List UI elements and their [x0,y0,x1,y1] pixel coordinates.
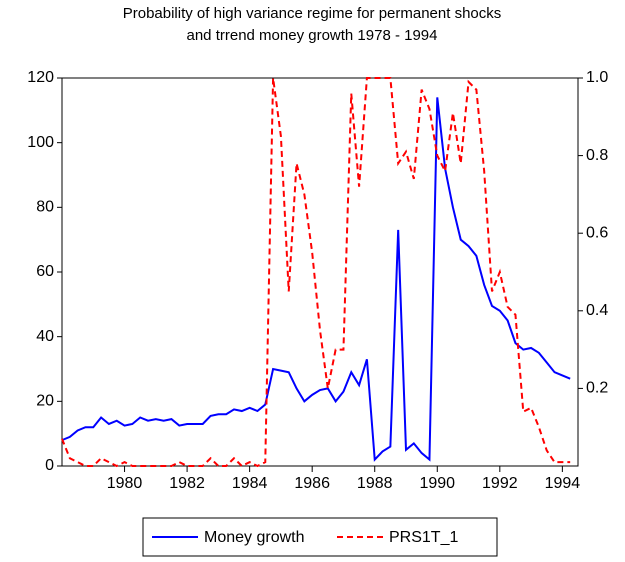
y2-tick-label: 0.8 [586,147,608,164]
x-tick-label: 1994 [545,475,581,492]
y-tick-label: 120 [27,69,54,86]
chart-title: Probability of high variance regime for … [123,5,502,22]
y2-tick-label: 0.2 [586,380,608,397]
series-line [61,97,571,462]
x-tick-label: 1982 [169,475,205,492]
x-tick-label: 1986 [294,475,330,492]
series-line [61,77,571,468]
y-tick-label: 0 [45,457,54,474]
y-tick-label: 100 [27,134,54,151]
x-tick-label: 1984 [232,475,268,492]
x-tick-label: 1990 [419,475,455,492]
legend-box [142,517,498,557]
y-tick-label: 20 [36,393,54,410]
y2-tick-label: 1.0 [586,69,608,86]
y-tick-label: 60 [36,263,54,280]
y2-tick-label: 0.4 [586,302,608,319]
y-tick-label: 40 [36,328,54,345]
legend-label: Money growth [204,529,305,546]
y2-tick-label: 0.6 [586,224,608,241]
legend-label: PRS1T_1 [389,529,458,546]
y-tick-label: 80 [36,199,54,216]
x-tick-label: 1988 [357,475,393,492]
chart-title: and trrend money growth 1978 - 1994 [187,27,438,44]
x-tick-label: 1980 [107,475,143,492]
x-tick-label: 1992 [482,475,518,492]
